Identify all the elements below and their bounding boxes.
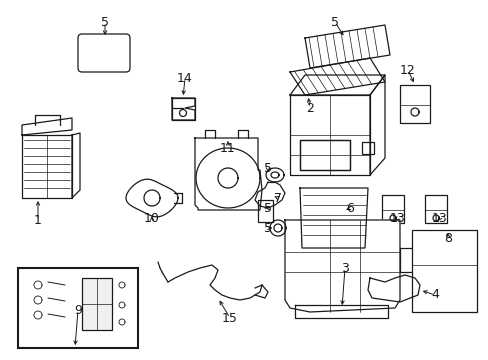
Polygon shape bbox=[305, 25, 389, 68]
Text: 4: 4 bbox=[430, 288, 438, 302]
Text: 3: 3 bbox=[340, 261, 348, 274]
Text: 11: 11 bbox=[220, 141, 235, 154]
Bar bbox=[299, 140, 349, 170]
Bar bbox=[381, 195, 403, 223]
Text: 12: 12 bbox=[399, 63, 415, 77]
Bar bbox=[18, 268, 138, 348]
Bar bbox=[399, 85, 429, 123]
Bar bbox=[361, 142, 373, 154]
Polygon shape bbox=[22, 135, 72, 198]
Bar bbox=[411, 230, 476, 312]
Bar bbox=[82, 278, 112, 330]
Text: 13: 13 bbox=[431, 211, 447, 225]
Text: 7: 7 bbox=[273, 192, 282, 204]
Text: 5: 5 bbox=[101, 15, 109, 28]
Text: 5: 5 bbox=[264, 221, 271, 234]
Text: 2: 2 bbox=[305, 102, 313, 114]
Polygon shape bbox=[289, 95, 369, 175]
Polygon shape bbox=[294, 305, 387, 318]
Bar bbox=[424, 195, 446, 223]
Polygon shape bbox=[289, 58, 384, 95]
Text: 15: 15 bbox=[222, 311, 238, 324]
Polygon shape bbox=[285, 220, 399, 312]
Text: 6: 6 bbox=[346, 202, 353, 215]
Text: 13: 13 bbox=[389, 211, 405, 225]
Text: 14: 14 bbox=[177, 72, 192, 85]
Bar bbox=[258, 200, 272, 222]
Text: 5: 5 bbox=[330, 15, 338, 28]
Text: 5: 5 bbox=[264, 162, 271, 175]
Polygon shape bbox=[299, 188, 367, 248]
Text: 5: 5 bbox=[264, 202, 271, 215]
Text: 10: 10 bbox=[144, 211, 160, 225]
Text: 9: 9 bbox=[74, 303, 82, 316]
Text: 8: 8 bbox=[443, 231, 451, 244]
Text: 1: 1 bbox=[34, 213, 42, 226]
